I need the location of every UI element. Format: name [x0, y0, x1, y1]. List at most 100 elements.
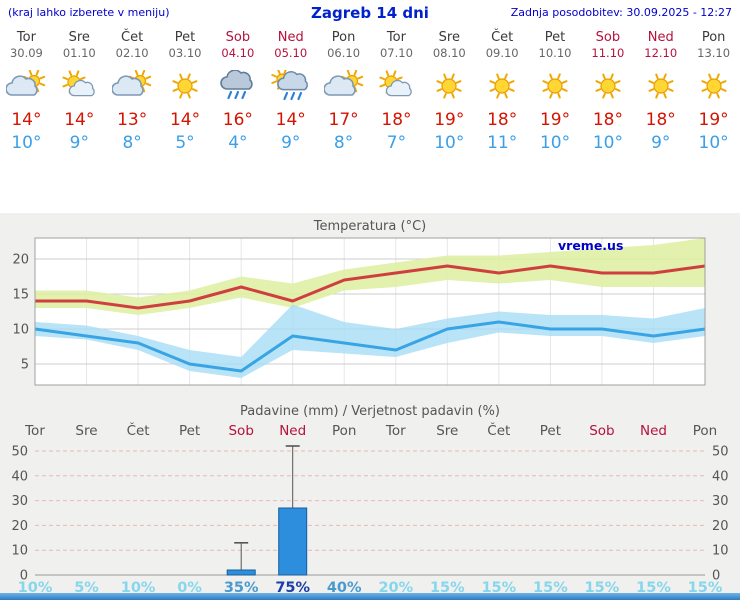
precip-probability: 15%	[533, 580, 568, 596]
day-date: 04.10	[221, 46, 255, 60]
forecast-table: Tor 30.09 14° 10° Sre 01.10 14° 9° Čet 02.10 13° 8°…	[0, 30, 740, 153]
precip-probability: 10%	[121, 580, 156, 596]
high-temperature: 16°	[222, 110, 253, 130]
watermark: vreme.us	[558, 238, 623, 253]
high-temperature: 14°	[11, 110, 42, 130]
day-date: 11.10	[591, 46, 625, 60]
day-name: Čet	[121, 30, 144, 45]
forecast-day-column: Sre 08.10 19° 10°	[423, 30, 476, 153]
high-temperature: 17°	[328, 110, 359, 130]
forecast-day-column: Tor 30.09 14° 10°	[0, 30, 53, 153]
min-temp-line	[34, 320, 706, 373]
weather-icon-sun	[581, 70, 634, 104]
precip-day-label: Čet	[127, 421, 150, 439]
high-temperature: 14°	[64, 110, 95, 130]
weather-icon-sun	[687, 70, 740, 104]
weather-icon-cloud-sun	[0, 69, 53, 104]
precip-axis-label-right: 20	[712, 519, 729, 534]
precip-day-label: Sre	[75, 423, 97, 439]
precip-axis-label-right: 0	[712, 569, 720, 584]
max-temp-line	[35, 264, 706, 310]
day-name: Sre	[438, 30, 460, 45]
weather-icon-sun-cloud	[53, 70, 106, 104]
precip-axis-label-right: 50	[712, 445, 729, 460]
day-name: Pet	[174, 30, 196, 45]
precip-day-label: Pon	[332, 423, 356, 439]
high-temperature: 19°	[539, 110, 571, 130]
day-name: Sre	[68, 30, 90, 45]
day-date: 02.10	[115, 46, 149, 60]
precip-day-label: Čet	[487, 421, 510, 439]
weather-icon-rain	[211, 69, 264, 104]
charts-area: Temperatura (°C) 5 10 15 20 vreme.us Padavin…	[0, 213, 740, 600]
low-temperature: 9°	[651, 133, 671, 153]
weather-icon-sun	[476, 70, 529, 104]
day-date: 01.10	[62, 46, 96, 60]
day-name: Pon	[331, 30, 356, 45]
menu-hint: (kraj lahko izberete v meniju)	[8, 6, 170, 19]
forecast-day-column: Pet 10.10 19° 10°	[529, 30, 582, 153]
precipitation-chart-title: Padavine (mm) / Verjetnost padavin (%)	[240, 404, 500, 419]
precip-axis-label-left: 0	[20, 569, 28, 584]
precip-day-label: Pon	[693, 423, 717, 439]
forecast-day-column: Ned 05.10 14° 9°	[264, 30, 317, 153]
forecast-day-column: Pon 13.10 19° 10°	[687, 30, 740, 153]
forecast-day-column: Tor 07.10 18° 7°	[370, 30, 423, 153]
high-temperature: 19°	[434, 110, 465, 130]
precip-probability: 40%	[327, 580, 362, 596]
precip-day-label: Tor	[385, 423, 406, 439]
high-temperature: 14°	[275, 110, 306, 130]
min-temp-band	[35, 304, 705, 378]
forecast-day-column: Ned 12.10 18° 9°	[634, 30, 687, 153]
weather-icon-sun	[159, 70, 212, 104]
day-date: 10.10	[538, 46, 572, 60]
precip-axis-label-right: 30	[712, 494, 729, 509]
precip-day-label: Sob	[228, 423, 253, 439]
low-temperature: 8°	[333, 133, 354, 153]
high-temperature: 18°	[592, 110, 623, 130]
precip-axis-label-left: 40	[11, 469, 28, 484]
weather-icon-cloud-sun	[106, 69, 159, 104]
weather-icon-sun	[529, 70, 582, 104]
precip-probability: 35%	[224, 580, 259, 596]
temp-axis-label: 5	[21, 358, 29, 373]
low-temperature: 10°	[698, 133, 729, 153]
day-name: Tor	[16, 30, 36, 45]
weather-icon-rain-sun	[264, 68, 317, 104]
forecast-day-column: Sre 01.10 14° 9°	[53, 30, 106, 153]
precip-day-label: Pet	[179, 423, 200, 439]
precip-probability: 20%	[378, 580, 413, 596]
forecast-day-column: Pet 03.10 14° 5°	[159, 30, 212, 153]
low-temperature: 9°	[69, 133, 89, 153]
day-date: 08.10	[432, 46, 466, 60]
forecast-day-column: Pon 06.10 17° 8°	[317, 30, 370, 153]
day-date: 06.10	[327, 46, 361, 60]
precip-axis-label-left: 50	[11, 445, 28, 460]
low-temperature: 8°	[122, 133, 142, 153]
day-date: 03.10	[168, 46, 202, 60]
precip-axis-label-left: 30	[11, 494, 28, 509]
precip-axis-label-right: 40	[712, 469, 729, 484]
low-temperature: 11°	[487, 133, 518, 153]
forecast-day-column: Sob 11.10 18° 10°	[581, 30, 634, 153]
precip-probability: 0%	[177, 580, 202, 596]
precip-bar	[226, 569, 256, 576]
day-date: 13.10	[697, 46, 731, 60]
bottom-bar	[0, 593, 740, 600]
day-date: 05.10	[274, 46, 308, 60]
low-temperature: 10°	[539, 133, 571, 153]
precip-probability: 15%	[636, 580, 671, 596]
precip-probability: 15%	[688, 580, 723, 596]
precip-bar	[278, 507, 308, 576]
temperature-chart-title: Temperatura (°C)	[313, 219, 427, 234]
page-title: Zagreb 14 dni	[311, 4, 429, 22]
day-date: 09.10	[485, 46, 519, 60]
day-date: 12.10	[644, 46, 678, 60]
high-temperature: 18°	[645, 110, 676, 130]
low-temperature: 5°	[175, 133, 195, 153]
precip-probability: 75%	[275, 580, 310, 596]
last-update-timestamp: Zadnja posodobitev: 30.09.2025 - 12:27	[510, 6, 732, 19]
day-name: Sob	[225, 30, 251, 45]
high-temperature: 19°	[698, 110, 729, 130]
high-temperature: 18°	[381, 110, 412, 130]
